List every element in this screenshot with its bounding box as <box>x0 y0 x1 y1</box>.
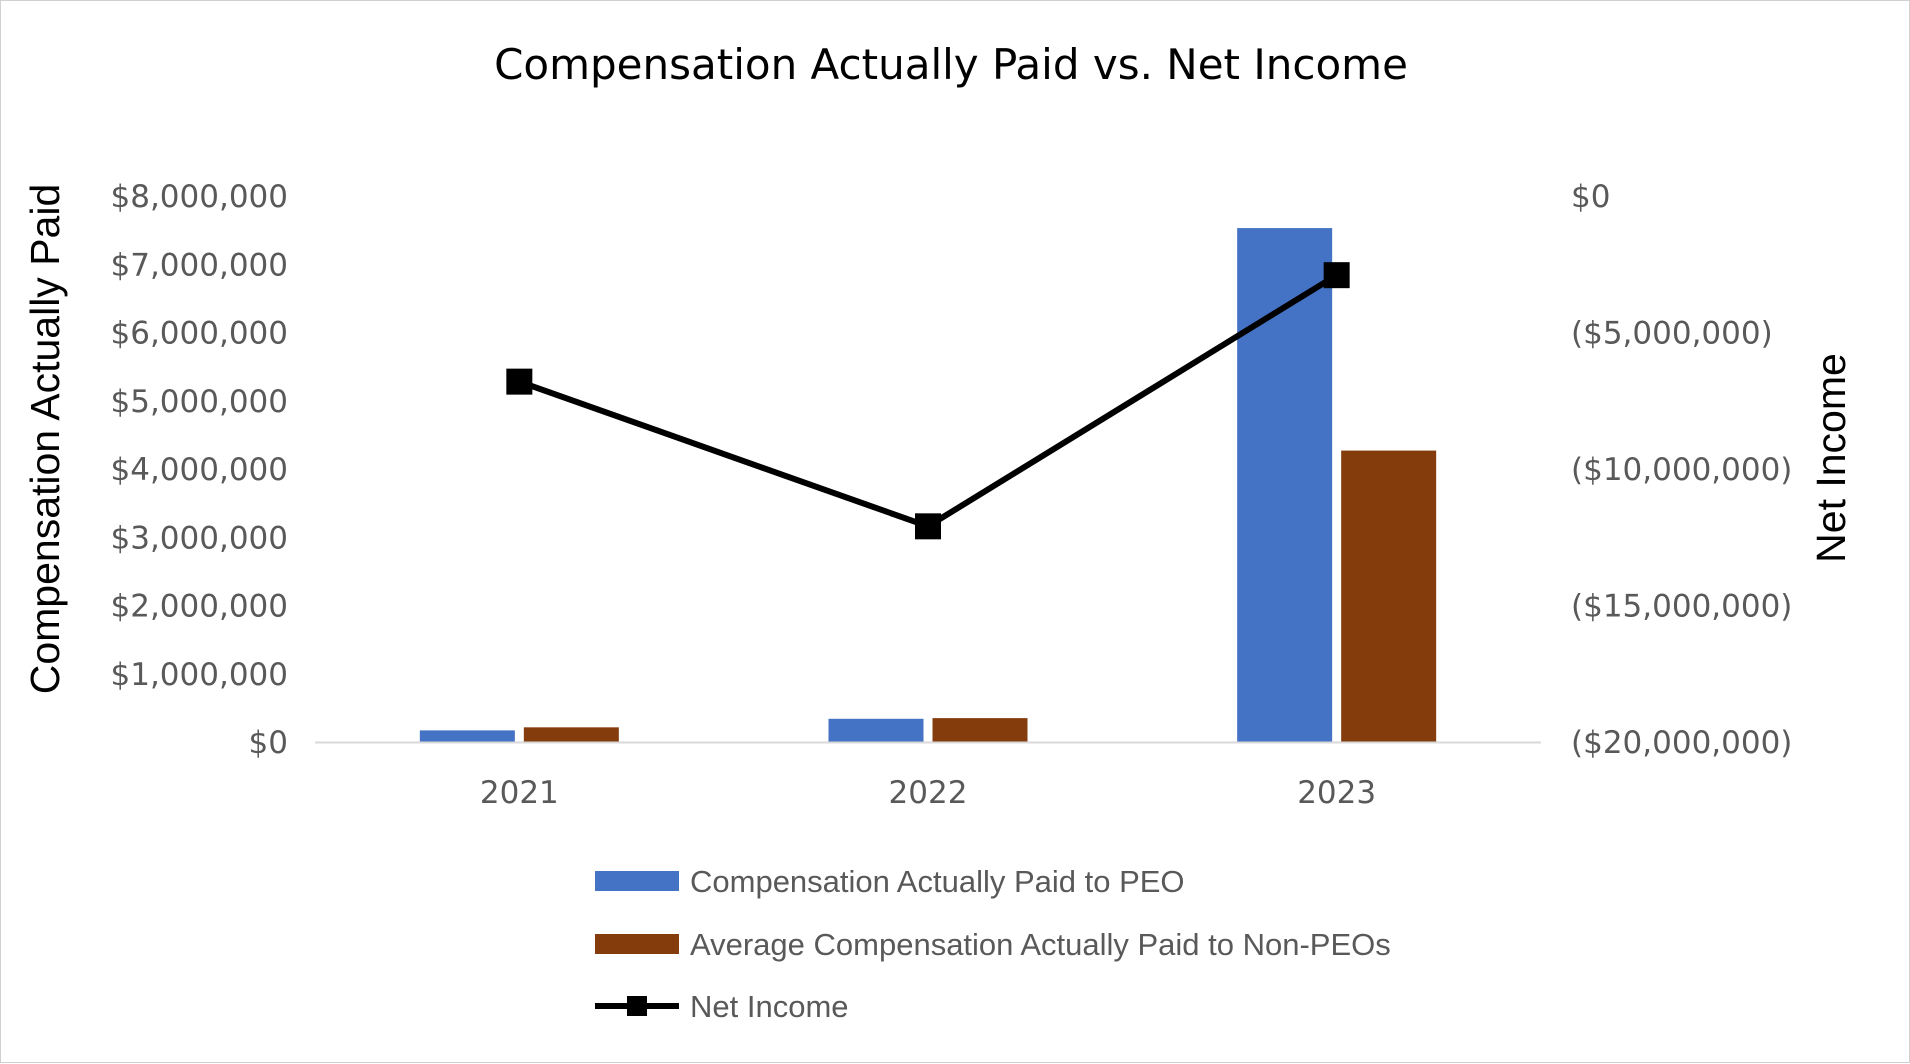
secondary-y-axis-title: Net Income <box>1808 353 1854 563</box>
right-y-tick-label: ($10,000,000) <box>1571 452 1792 488</box>
legend-marker-net-income <box>627 996 647 1016</box>
bar-peo-2022 <box>828 718 924 742</box>
net-income-marker-2021 <box>506 368 533 395</box>
legend: Compensation Actually Paid to PEO Average… <box>595 864 1391 1024</box>
left-y-tick-label: $0 <box>249 725 288 761</box>
x-tick-label: 2022 <box>889 775 968 811</box>
left-y-tick-label: $6,000,000 <box>111 316 289 352</box>
left-y-tick-label: $1,000,000 <box>111 657 289 693</box>
right-y-tick-label: ($5,000,000) <box>1571 316 1773 352</box>
legend-label: Compensation Actually Paid to PEO <box>690 864 1185 899</box>
legend-swatch-peo <box>595 871 679 891</box>
chart-title: Compensation Actually Paid vs. Net Incom… <box>494 40 1408 89</box>
x-tick-label: 2021 <box>480 775 559 811</box>
net-income-marker-2023 <box>1323 262 1350 289</box>
net-income-marker-2022 <box>915 513 941 540</box>
legend-label: Net Income <box>690 989 849 1024</box>
right-y-tick-label: $0 <box>1571 179 1610 215</box>
left-y-tick-label: $7,000,000 <box>111 247 289 283</box>
left-y-tick-label: $3,000,000 <box>111 520 289 556</box>
x-axis-ticks: 2021 2022 2023 <box>480 775 1376 811</box>
right-y-tick-label: ($20,000,000) <box>1571 725 1792 761</box>
left-y-tick-label: $4,000,000 <box>111 452 289 488</box>
legend-label: Average Compensation Actually Paid to No… <box>690 927 1391 962</box>
bar-non-peo-2021 <box>523 727 619 742</box>
left-y-tick-label: $5,000,000 <box>111 384 289 420</box>
x-tick-label: 2023 <box>1297 775 1376 811</box>
line-series-group <box>506 262 1350 540</box>
net-income-line <box>518 272 1339 530</box>
bar-series-group <box>419 228 1437 742</box>
left-y-tick-label: $2,000,000 <box>111 589 289 625</box>
right-y-tick-label: ($15,000,000) <box>1571 589 1792 625</box>
bar-non-peo-2022 <box>932 718 1028 742</box>
bar-non-peo-2023 <box>1341 450 1437 742</box>
left-y-axis-ticks: $0 $1,000,000 $2,000,000 $3,000,000 $4,000,0… <box>111 179 289 761</box>
y-axis-title: Compensation Actually Paid <box>22 184 68 695</box>
bar-peo-2021 <box>419 730 515 742</box>
bar-peo-2023 <box>1237 228 1333 742</box>
right-y-axis-ticks: $0 ($5,000,000) ($10,000,000) ($15,000,000)… <box>1571 179 1792 761</box>
left-y-tick-label: $8,000,000 <box>111 179 289 215</box>
legend-swatch-non-peo <box>595 934 679 954</box>
